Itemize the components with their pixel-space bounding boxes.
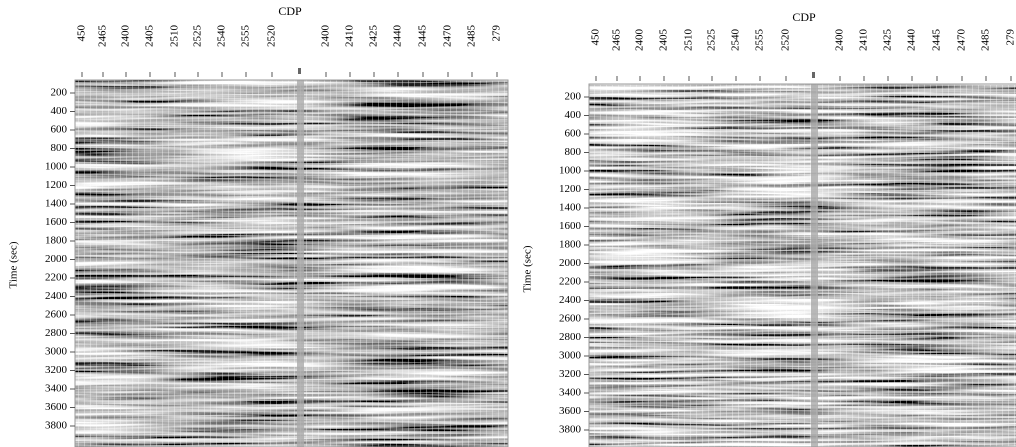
x-tick-label: 2520 (266, 25, 278, 48)
y-tick-label: 2600 (559, 313, 582, 325)
x-tick-label: 2540 (730, 29, 742, 52)
x-tick-label: 2405 (144, 25, 156, 48)
x-tick-label: 450 (76, 25, 88, 42)
y-tick-label: 2800 (45, 327, 68, 339)
image-border (588, 83, 1016, 447)
y-tick-label: 400 (565, 109, 582, 121)
y-tick-label: 2200 (45, 272, 68, 284)
x-tick-label: 2400 (120, 25, 132, 48)
y-tick-label: 200 (51, 87, 68, 99)
trace-lines (589, 84, 1016, 447)
y-tick-label: 2400 (45, 290, 68, 302)
y-tick-label: 800 (51, 142, 68, 154)
y-tick-label: 3400 (45, 383, 68, 395)
gap-column (811, 84, 818, 447)
x-tick-label: 2445 (417, 25, 429, 48)
y-tick-label: 3000 (559, 350, 582, 362)
x-tick-label: 450 (590, 29, 602, 46)
y-tick-label: 800 (565, 146, 582, 158)
x-tick-label: 2470 (956, 29, 968, 52)
x-tick-label: 2525 (706, 29, 718, 52)
y-tick-label: 2600 (45, 309, 68, 321)
x-tick-label: 2555 (240, 25, 252, 48)
y-tick-label: 1600 (45, 216, 68, 228)
y-tick-label: 600 (565, 128, 582, 140)
y-tick-label: 1000 (45, 161, 68, 173)
x-tick-label: 2425 (882, 29, 894, 52)
x-tick-label: 2510 (683, 29, 695, 52)
y-tick-label: 1400 (45, 198, 68, 210)
x-tick-label: 2540 (216, 25, 228, 48)
panel-title: CDP (278, 4, 302, 18)
x-tick-label: 2465 (97, 25, 109, 48)
x-tick-label: 2410 (344, 25, 356, 48)
gap-column (297, 80, 304, 447)
y-tick-label: 1800 (45, 235, 68, 247)
gap-marker (812, 72, 815, 78)
y-tick-label: 1600 (559, 220, 582, 232)
y-tick-label: 2200 (559, 276, 582, 288)
x-tick-label: 2485 (466, 25, 478, 48)
gap-marker (298, 68, 301, 74)
y-tick-label: 200 (565, 91, 582, 103)
y-tick-label: 3800 (559, 424, 582, 436)
x-tick-label: 279 (1005, 29, 1016, 46)
y-axis-label: Time (sec) (8, 241, 20, 288)
y-tick-label: 1200 (559, 183, 582, 195)
x-tick-label: 2555 (754, 29, 766, 52)
x-tick-label: 2470 (442, 25, 454, 48)
x-tick-label: 2485 (980, 29, 992, 52)
x-tick-label: 2440 (906, 29, 918, 52)
y-tick-label: 2400 (559, 294, 582, 306)
y-tick-label: 3600 (45, 401, 68, 413)
y-tick-label: 600 (51, 124, 68, 136)
y-tick-label: 3200 (45, 364, 68, 376)
panel-title: CDP (792, 10, 816, 24)
y-tick-label: 3200 (559, 368, 582, 380)
y-tick-label: 1800 (559, 239, 582, 251)
x-tick-label: 2425 (368, 25, 380, 48)
y-axis-label: Time (sec) (522, 245, 534, 292)
y-tick-label: 1200 (45, 179, 68, 191)
x-tick-label: 2405 (658, 29, 670, 52)
y-tick-label: 400 (51, 105, 68, 117)
x-tick-label: 2510 (169, 25, 181, 48)
x-tick-label: 279 (491, 25, 503, 42)
y-tick-label: 3600 (559, 405, 582, 417)
y-tick-label: 3800 (45, 420, 68, 432)
trace-lines (75, 80, 508, 447)
y-tick-label: 1000 (559, 165, 582, 177)
x-tick-label: 2525 (192, 25, 204, 48)
x-tick-label: 2400 (634, 29, 646, 52)
x-tick-label: 2410 (858, 29, 870, 52)
x-tick-label: 2445 (931, 29, 943, 52)
y-tick-label: 2800 (559, 331, 582, 343)
x-tick-label: 2400 (834, 29, 846, 52)
y-tick-label: 2000 (45, 253, 68, 265)
x-tick-label: 2400 (320, 25, 332, 48)
x-tick-label: 2465 (611, 29, 623, 52)
x-tick-label: 2440 (392, 25, 404, 48)
x-tick-label: 2520 (780, 29, 792, 52)
y-tick-label: 3000 (45, 346, 68, 358)
y-tick-label: 1400 (559, 202, 582, 214)
image-border (74, 79, 509, 447)
y-tick-label: 3400 (559, 387, 582, 399)
y-tick-label: 2000 (559, 257, 582, 269)
